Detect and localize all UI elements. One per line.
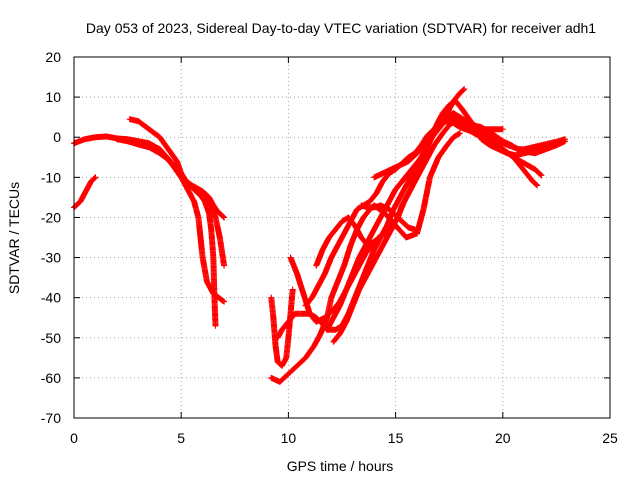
- x-tick-label: 5: [177, 430, 185, 446]
- y-tick-label: -40: [41, 290, 61, 306]
- data-point-markers: [156, 146, 228, 305]
- data-point-markers: [371, 114, 506, 181]
- data-point-markers: [478, 136, 560, 159]
- y-tick-label: -20: [41, 209, 61, 225]
- x-tick-label: 10: [281, 430, 297, 446]
- chart-title: Day 053 of 2023, Sidereal Day-to-day VTE…: [86, 20, 596, 36]
- x-tick-label: 20: [495, 430, 511, 446]
- x-axis-label: GPS time / hours: [287, 458, 394, 474]
- plot-frame: [73, 56, 611, 419]
- axis-ticks: 0 5 10 15 20 25 -70 -60 -50 -40 -30 -20 -10 0 10 20: [41, 49, 618, 446]
- data-series-track: [313, 214, 378, 269]
- data-series-track: [371, 114, 506, 181]
- y-tick-label: -30: [41, 250, 61, 266]
- x-tick-label: 0: [70, 430, 78, 446]
- y-tick-label: 20: [45, 49, 61, 65]
- y-tick-label: 10: [45, 89, 61, 105]
- y-tick-label: -10: [41, 169, 61, 185]
- x-tick-label: 25: [602, 430, 618, 446]
- data-point-markers: [71, 174, 99, 211]
- data-series: [71, 86, 568, 385]
- data-series-track: [156, 146, 228, 305]
- data-series-track: [71, 174, 99, 211]
- x-tick-label: 15: [388, 430, 404, 446]
- data-series-track: [478, 136, 560, 159]
- y-tick-label: -70: [41, 410, 61, 426]
- data-point-markers: [313, 214, 378, 269]
- y-tick-label: 0: [53, 129, 61, 145]
- y-tick-label: -50: [41, 330, 61, 346]
- y-axis-label: SDTVAR / TECUs: [6, 182, 22, 294]
- y-tick-label: -60: [41, 370, 61, 386]
